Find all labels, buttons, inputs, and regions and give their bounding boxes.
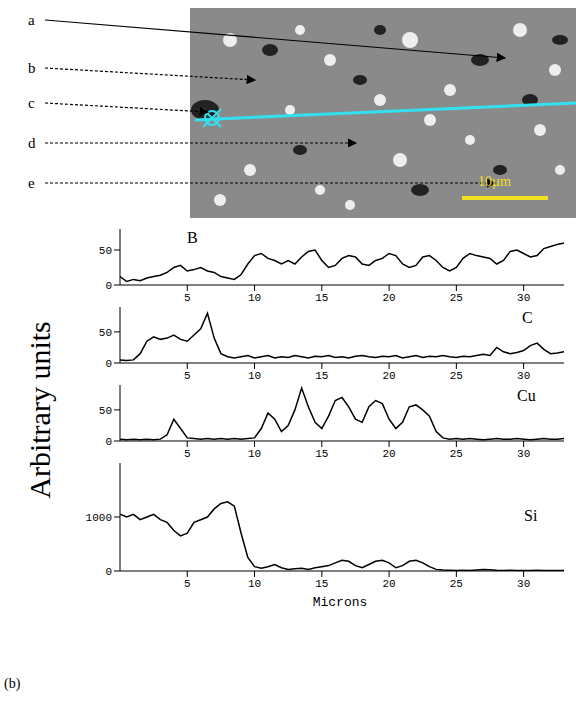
svg-text:5: 5 <box>184 370 191 381</box>
svg-text:25: 25 <box>450 292 463 303</box>
svg-text:25: 25 <box>450 448 463 459</box>
html-text:B: B <box>187 229 198 246</box>
svg-text:20: 20 <box>382 292 395 303</box>
svg-text:30: 30 <box>517 578 530 589</box>
svg-text:30: 30 <box>517 292 530 303</box>
svg-text:30: 30 <box>517 448 530 459</box>
svg-text:10: 10 <box>248 578 261 589</box>
svg-text:5: 5 <box>184 292 191 303</box>
svg-text:10: 10 <box>248 292 261 303</box>
svg-text:(b): (b) <box>4 676 21 692</box>
svg-text:25: 25 <box>450 578 463 589</box>
svg-text:b: b <box>28 60 36 76</box>
svg-text:0: 0 <box>105 436 112 448</box>
html-text:Cu: Cu <box>517 387 536 404</box>
html-text:C: C <box>522 309 533 326</box>
svg-text:15: 15 <box>315 448 328 459</box>
svg-text:20: 20 <box>382 370 395 381</box>
svg-text:5: 5 <box>184 448 191 459</box>
svg-text:a: a <box>28 12 35 28</box>
svg-text:d: d <box>28 135 36 151</box>
svg-text:1000: 1000 <box>86 512 112 524</box>
svg-text:0: 0 <box>105 566 112 578</box>
svg-text:0: 0 <box>105 280 112 292</box>
svg-text:10µm: 10µm <box>478 174 511 189</box>
svg-text:10: 10 <box>248 448 261 459</box>
svg-text:Arbitrary units: Arbitrary units <box>23 321 56 498</box>
svg-text:e: e <box>28 175 35 191</box>
svg-text:10: 10 <box>248 370 261 381</box>
svg-text:20: 20 <box>382 578 395 589</box>
svg-text:5: 5 <box>184 578 191 589</box>
svg-text:c: c <box>28 95 35 111</box>
svg-text:Microns: Microns <box>313 595 368 610</box>
svg-text:15: 15 <box>315 292 328 303</box>
html-text:Si: Si <box>524 507 538 524</box>
svg-text:0: 0 <box>105 358 112 370</box>
svg-text:15: 15 <box>315 578 328 589</box>
svg-text:30: 30 <box>517 370 530 381</box>
svg-text:50: 50 <box>99 405 112 417</box>
svg-text:25: 25 <box>450 370 463 381</box>
svg-text:15: 15 <box>315 370 328 381</box>
svg-text:20: 20 <box>382 448 395 459</box>
svg-text:50: 50 <box>99 327 112 339</box>
svg-text:50: 50 <box>99 245 112 257</box>
